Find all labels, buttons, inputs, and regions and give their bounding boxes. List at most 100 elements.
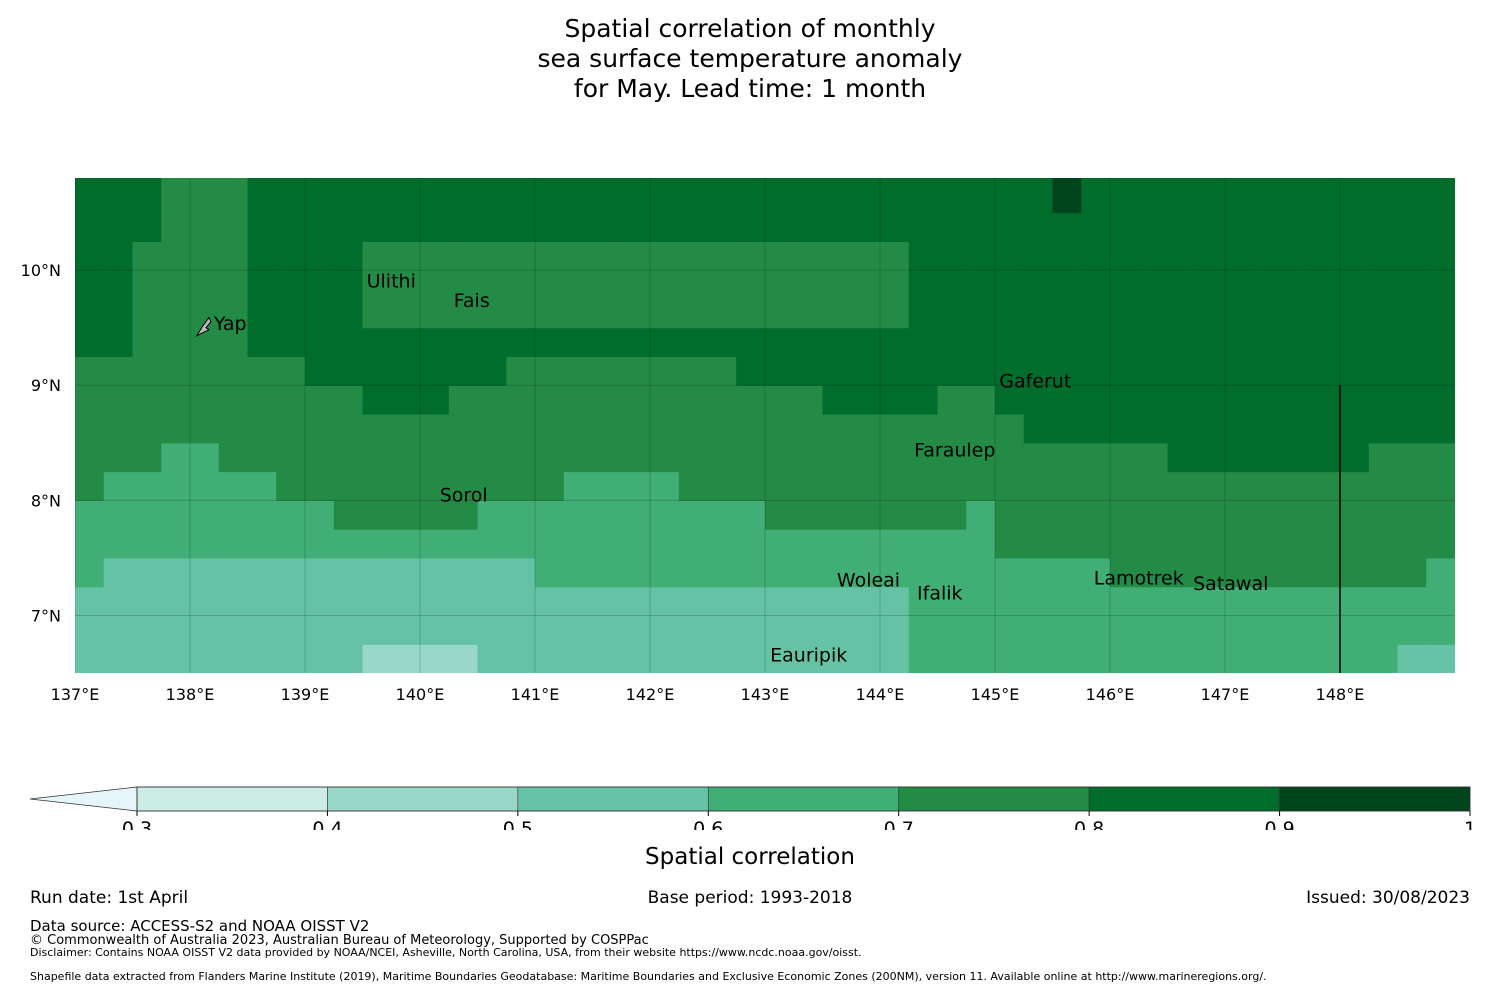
heatmap-cell bbox=[851, 529, 881, 559]
heatmap-cell bbox=[1167, 241, 1197, 271]
heatmap-cell bbox=[535, 413, 565, 444]
heatmap-cell bbox=[1110, 500, 1140, 530]
heatmap-cell bbox=[765, 178, 795, 185]
heatmap-cell bbox=[937, 183, 967, 214]
heatmap-cell bbox=[1368, 178, 1399, 185]
heatmap-cell bbox=[621, 586, 651, 617]
heatmap-cell bbox=[822, 385, 852, 415]
heatmap-cell bbox=[1368, 413, 1399, 444]
latitude-tick-labels: 10°N 9°N 8°N 7°N bbox=[21, 261, 61, 625]
heatmap-cell bbox=[621, 471, 651, 501]
heatmap-cell bbox=[1311, 241, 1341, 271]
heatmap-cell bbox=[678, 529, 709, 559]
heatmap-cell bbox=[218, 298, 249, 329]
heatmap-cell bbox=[995, 212, 1025, 242]
colorbar-tick-label: 0.3 bbox=[122, 818, 152, 830]
heatmap-cell bbox=[995, 644, 1025, 673]
heatmap-cell bbox=[650, 500, 680, 530]
heatmap-cell bbox=[1340, 442, 1370, 473]
colorbar-bin bbox=[1088, 786, 1280, 812]
heatmap-cell bbox=[707, 644, 737, 673]
heatmap-cell bbox=[1340, 471, 1370, 501]
heatmap-cell bbox=[563, 385, 594, 415]
heatmap-cell bbox=[333, 471, 364, 501]
heatmap-cell bbox=[793, 298, 824, 329]
heatmap-cell bbox=[1081, 178, 1111, 185]
heatmap-cell bbox=[908, 241, 939, 271]
heatmap-cell bbox=[1167, 413, 1197, 444]
heatmap-cell bbox=[822, 356, 852, 386]
heatmap-cell bbox=[103, 557, 134, 588]
heatmap-cell bbox=[880, 500, 910, 530]
heatmap-cell bbox=[1196, 183, 1226, 214]
heatmap-cell bbox=[276, 442, 306, 473]
heatmap-cell bbox=[247, 298, 277, 329]
heatmap-cell bbox=[592, 327, 622, 358]
heatmap-cell bbox=[937, 615, 967, 645]
heatmap-cell bbox=[650, 241, 680, 271]
heatmap-cell bbox=[1397, 413, 1427, 444]
heatmap-cell bbox=[218, 385, 249, 415]
heatmap-cell bbox=[218, 442, 249, 473]
heatmap-cell bbox=[305, 413, 335, 444]
heatmap-cell bbox=[736, 644, 766, 673]
heatmap-cell bbox=[535, 356, 565, 386]
heatmap-cell bbox=[506, 183, 536, 214]
place-label-sorol: Sorol bbox=[440, 484, 488, 506]
heatmap-cell bbox=[477, 270, 507, 300]
heatmap-cell bbox=[1340, 615, 1370, 645]
heatmap-cell bbox=[592, 385, 622, 415]
heatmap-cell bbox=[793, 356, 824, 386]
heatmap-cell bbox=[1081, 442, 1111, 473]
heatmap-cell bbox=[75, 270, 105, 300]
heatmap-cell bbox=[477, 413, 507, 444]
heatmap-cell bbox=[218, 557, 249, 588]
heatmap-cell bbox=[391, 442, 421, 473]
heatmap-cell bbox=[1167, 529, 1197, 559]
heatmap-cell bbox=[506, 557, 536, 588]
heatmap-cell bbox=[851, 586, 881, 617]
heatmap-cell bbox=[736, 270, 766, 300]
heatmap-cell bbox=[793, 385, 824, 415]
heatmap-cell bbox=[1081, 615, 1111, 645]
colorbar-bin bbox=[707, 786, 900, 812]
heatmap-cell bbox=[1340, 385, 1370, 415]
heatmap-cell bbox=[851, 183, 881, 214]
yap-island-shape bbox=[195, 316, 212, 337]
heatmap-cell bbox=[1282, 212, 1312, 242]
heatmap-cell bbox=[103, 442, 134, 473]
data-source: Data source: ACCESS-S2 and NOAA OISST V2 bbox=[30, 917, 370, 935]
heatmap-cell bbox=[880, 644, 910, 673]
colorbar-bin bbox=[327, 786, 519, 812]
heatmap-cell bbox=[75, 615, 105, 645]
heatmap-cell bbox=[1311, 178, 1341, 185]
island-labels: Ulithi Fais Yap Gaferut Faraulep Sorol Woleai I… bbox=[195, 270, 1268, 666]
heatmap-cell bbox=[1138, 178, 1169, 185]
heatmap-cell bbox=[506, 615, 536, 645]
heatmap-cell bbox=[1110, 270, 1140, 300]
heatmap-cell bbox=[535, 178, 565, 185]
heatmap-cell bbox=[1110, 471, 1140, 501]
heatmap-cell bbox=[362, 442, 392, 473]
heatmap-cell bbox=[1196, 413, 1226, 444]
heatmap-cell bbox=[420, 298, 450, 329]
heatmap-cell bbox=[477, 615, 507, 645]
heatmap-cell bbox=[448, 241, 479, 271]
heatmap-cell bbox=[1397, 615, 1427, 645]
heatmap-cell bbox=[362, 298, 392, 329]
heatmap-cell bbox=[563, 183, 594, 214]
heatmap-cell bbox=[103, 356, 134, 386]
heatmap-cell bbox=[765, 183, 795, 214]
heatmap-cell bbox=[880, 183, 910, 214]
heatmap-cell bbox=[621, 183, 651, 214]
heatmap-cell bbox=[736, 385, 766, 415]
heatmap-cell bbox=[1311, 212, 1341, 242]
heatmap-cell bbox=[1282, 471, 1312, 501]
heatmap-cell bbox=[1196, 442, 1226, 473]
heatmap-cell bbox=[563, 442, 594, 473]
heatmap-cell bbox=[420, 327, 450, 358]
heatmap-cell bbox=[448, 183, 479, 214]
heatmap-cell bbox=[477, 327, 507, 358]
heatmap-cell bbox=[736, 183, 766, 214]
heatmap-cell bbox=[1052, 241, 1082, 271]
